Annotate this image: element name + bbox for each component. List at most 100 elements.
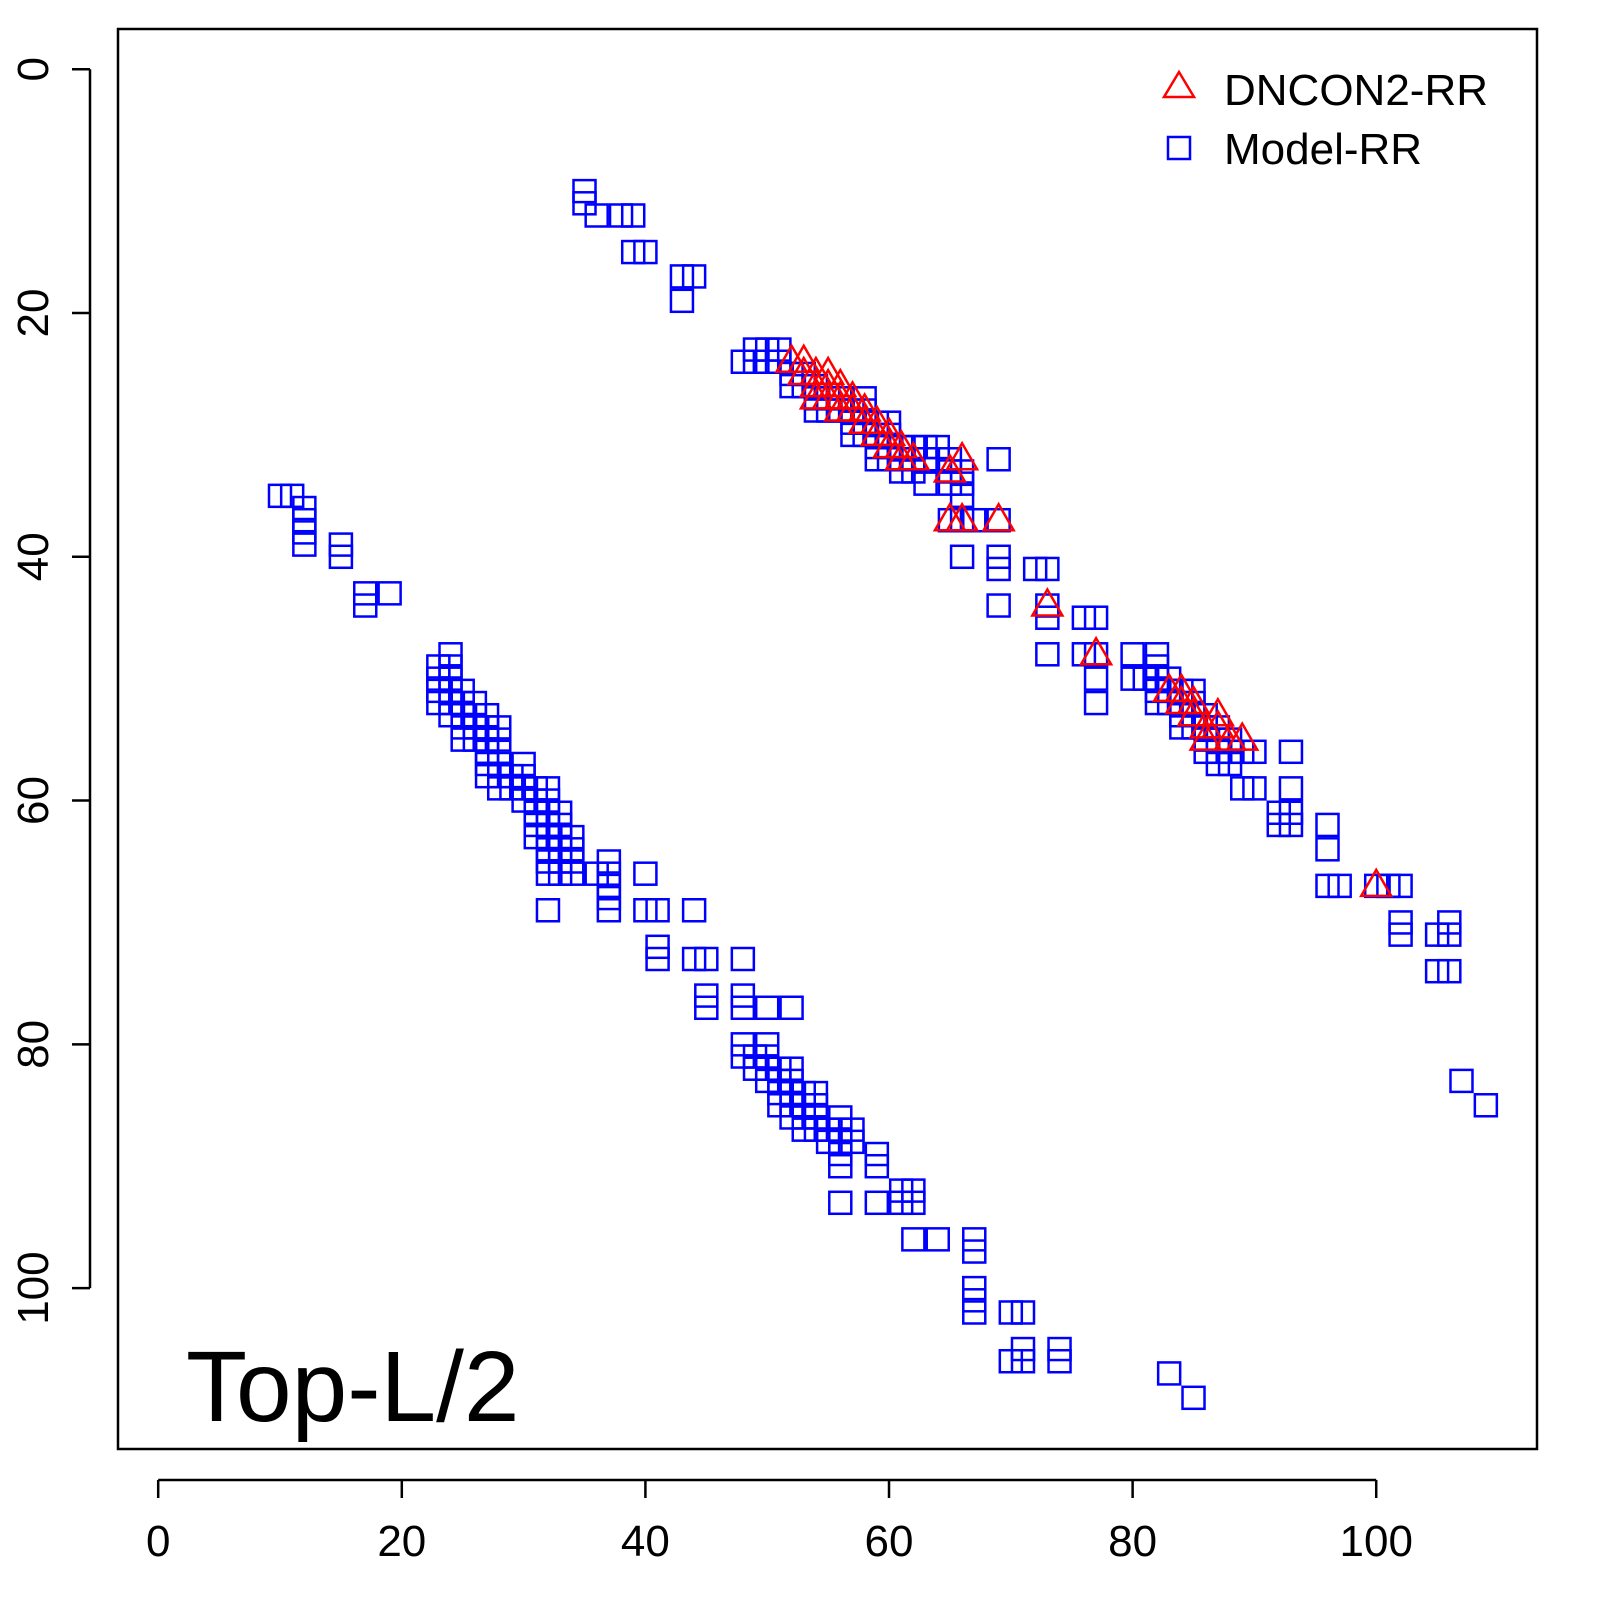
model-rr-point bbox=[1010, 1300, 1036, 1325]
model-rr-point bbox=[901, 1227, 926, 1252]
model-rr-point bbox=[681, 898, 707, 923]
model-rr-point bbox=[1035, 556, 1060, 582]
model-rr-point bbox=[620, 203, 646, 228]
data-points bbox=[267, 178, 1499, 1411]
model-rr-point bbox=[681, 264, 707, 289]
model-rr-point bbox=[1278, 776, 1304, 801]
model-rr-point bbox=[596, 898, 622, 923]
model-rr-point bbox=[864, 1153, 890, 1179]
legend-triangle-marker bbox=[1161, 69, 1197, 99]
model-rr-point bbox=[584, 203, 609, 228]
y-tick-label: 80 bbox=[9, 1020, 58, 1069]
model-rr-point bbox=[840, 1129, 865, 1155]
dncon2-rr-point bbox=[944, 501, 980, 532]
y-tick-label: 0 bbox=[9, 57, 58, 81]
dncon2-rr-point bbox=[1030, 587, 1065, 617]
legend: DNCON2-RR Model-RR bbox=[1161, 66, 1488, 174]
x-axis: 0 20 40 60 80 100 bbox=[146, 1478, 1413, 1566]
model-rr-point bbox=[925, 1227, 950, 1252]
legend-label-dncon2: DNCON2-RR bbox=[1224, 66, 1488, 115]
model-rr-point bbox=[353, 593, 378, 618]
y-axis: 0 20 40 60 80 100 bbox=[9, 57, 92, 1325]
x-tick-label: 40 bbox=[621, 1517, 670, 1566]
x-tick-label: 80 bbox=[1108, 1517, 1157, 1566]
dncon2-rr-point bbox=[1078, 635, 1114, 666]
model-rr-point bbox=[645, 946, 670, 972]
model-rr-point bbox=[1437, 958, 1462, 984]
dncon2-rr-point bbox=[1164, 672, 1199, 703]
model-rr-point bbox=[1278, 739, 1304, 765]
model-rr-point bbox=[1181, 1385, 1206, 1411]
model-rr-point bbox=[669, 288, 695, 314]
x-tick-label: 100 bbox=[1340, 1517, 1413, 1566]
model-rr-point bbox=[986, 556, 1011, 582]
plot-frame bbox=[116, 27, 1539, 1451]
model-rr-point bbox=[962, 1300, 987, 1325]
dncon2-rr-point bbox=[884, 428, 919, 459]
model-rr-point bbox=[1156, 1361, 1182, 1386]
model-rr-point bbox=[986, 447, 1011, 472]
y-tick-label: 100 bbox=[9, 1251, 58, 1324]
model-rr-point bbox=[1035, 605, 1060, 630]
annotation-top-l2: Top-L/2 bbox=[186, 1331, 520, 1443]
model-rr-point bbox=[949, 483, 975, 509]
model-rr-point bbox=[560, 861, 585, 886]
y-tick-label: 20 bbox=[9, 289, 58, 338]
dncon2-rr-point bbox=[896, 440, 931, 471]
y-tick-label: 60 bbox=[9, 776, 58, 825]
dncon2-rr-point bbox=[944, 440, 980, 471]
model-rr-point bbox=[1449, 1068, 1474, 1094]
model-rr-point bbox=[633, 861, 658, 886]
dncon2-rr-point bbox=[1200, 708, 1236, 739]
dncon2-rr-point bbox=[1176, 696, 1211, 727]
dncon2-rr-point bbox=[859, 404, 894, 434]
model-rr-point bbox=[292, 532, 317, 557]
model-rr-point bbox=[1315, 812, 1340, 838]
x-tick-label: 60 bbox=[865, 1517, 914, 1566]
model-rr-point bbox=[535, 898, 561, 923]
model-rr-point bbox=[377, 581, 402, 606]
x-tick-label: 0 bbox=[146, 1517, 170, 1566]
model-rr-point bbox=[694, 946, 719, 972]
dncon2-rr-point bbox=[871, 416, 907, 447]
model-rr-point bbox=[1327, 873, 1352, 899]
model-rr-point bbox=[645, 898, 670, 923]
model-rr-point bbox=[730, 995, 756, 1021]
model-rr-point bbox=[754, 995, 780, 1021]
model-rr-point bbox=[1388, 922, 1413, 947]
model-rr-point bbox=[1437, 922, 1462, 947]
model-rr-point bbox=[1242, 739, 1267, 765]
dncon2-rr-point bbox=[835, 379, 870, 410]
model-rr-point bbox=[1010, 1348, 1036, 1374]
model-rr-point bbox=[694, 995, 719, 1021]
model-rr-point bbox=[1388, 873, 1413, 899]
dncon2-rr-point bbox=[1176, 684, 1211, 715]
x-tick-label: 20 bbox=[377, 1517, 426, 1566]
model-rr-point bbox=[1278, 812, 1304, 838]
dncon2-rr-point bbox=[847, 392, 882, 422]
model-rr-point bbox=[1473, 1093, 1499, 1118]
model-rr-point bbox=[1120, 642, 1145, 667]
legend-label-model: Model-RR bbox=[1224, 125, 1422, 174]
model-rr-point bbox=[328, 544, 354, 570]
y-tick-label: 40 bbox=[9, 532, 58, 581]
model-rr-point bbox=[828, 1190, 853, 1216]
model-rr-point bbox=[779, 995, 804, 1021]
model-rr-point bbox=[864, 1190, 890, 1216]
model-rr-point bbox=[1047, 1348, 1072, 1374]
model-rr-point bbox=[828, 1153, 853, 1179]
model-rr-point bbox=[1083, 666, 1109, 691]
dncon2-rr-point bbox=[981, 501, 1016, 532]
model-rr-point bbox=[1083, 605, 1109, 630]
model-rr-point bbox=[730, 946, 756, 972]
dncon2-rr-point bbox=[1200, 696, 1236, 727]
dncon2-rr-point bbox=[786, 343, 821, 374]
model-rr-point bbox=[1242, 776, 1267, 801]
model-rr-point bbox=[1083, 690, 1109, 716]
model-rr-point bbox=[901, 1190, 926, 1216]
model-rr-point bbox=[986, 507, 1011, 533]
model-rr-point bbox=[633, 239, 658, 265]
model-rr-point bbox=[986, 593, 1011, 618]
model-rr-point bbox=[962, 1239, 987, 1264]
